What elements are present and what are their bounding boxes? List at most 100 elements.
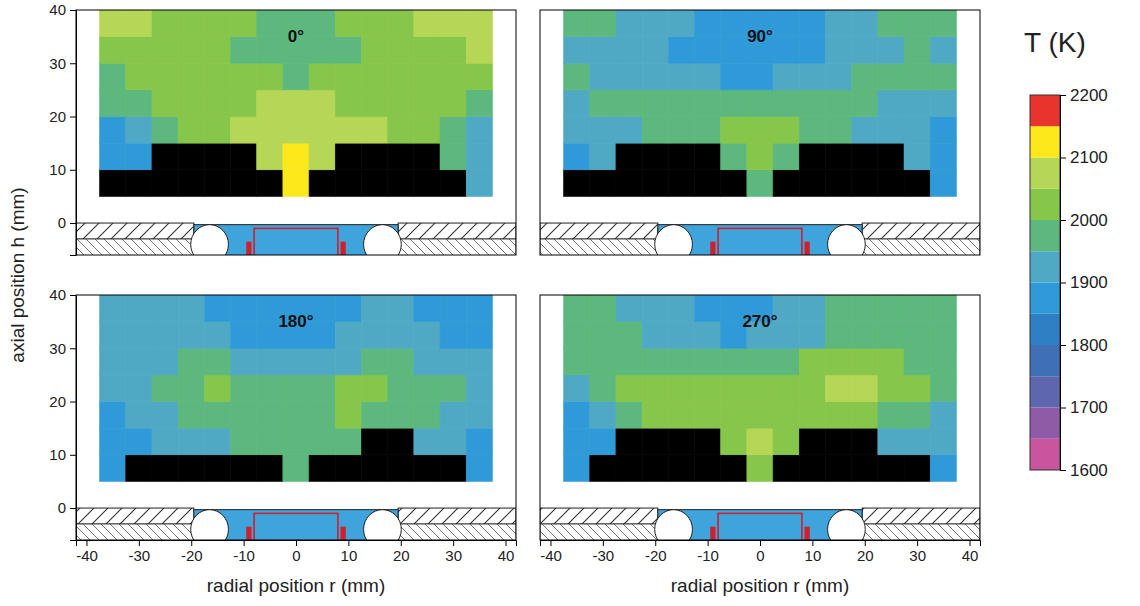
heatmap-cell xyxy=(564,90,590,117)
x-tick-mark xyxy=(865,540,866,546)
no-data-cell xyxy=(126,170,152,197)
no-data-cell xyxy=(799,143,825,170)
heatmap-cell xyxy=(152,90,178,117)
heatmap-cell xyxy=(564,375,590,402)
x-tick: 40 xyxy=(962,540,979,564)
heatmap-cell xyxy=(825,37,851,64)
colorbar-tick-label: 1600 xyxy=(1070,461,1108,480)
heatmap-cell xyxy=(440,37,466,64)
heatmap-cell xyxy=(257,90,283,117)
no-data-cell xyxy=(178,455,204,482)
axis-line xyxy=(1061,96,1067,471)
heatmap-cell xyxy=(616,10,642,37)
heatmap-cell xyxy=(773,63,799,90)
heatmap-cell xyxy=(721,375,747,402)
no-data-cell xyxy=(309,170,335,197)
burner-schematic xyxy=(76,508,516,540)
plot-area xyxy=(540,10,980,255)
x-tick: 20 xyxy=(857,540,874,564)
heatmap-cell xyxy=(904,348,930,375)
no-data-cell xyxy=(642,455,668,482)
heatmap-cell xyxy=(668,117,694,144)
heatmap-cell xyxy=(414,322,440,349)
plot-area xyxy=(76,295,516,540)
y-tick-mark xyxy=(70,455,76,456)
heatmap-cell xyxy=(466,428,492,455)
heatmap-cell xyxy=(361,117,387,144)
heatmap-cell xyxy=(564,428,590,455)
heatmap-cell xyxy=(231,322,257,349)
heatmap-cell xyxy=(100,455,126,482)
x-tick-label: 10 xyxy=(805,547,822,564)
heatmap-cell xyxy=(904,402,930,429)
heatmap-cell xyxy=(904,90,930,117)
heatmap-cell xyxy=(335,295,361,322)
no-data-cell xyxy=(878,143,904,170)
heatmap-cell xyxy=(878,428,904,455)
y-tick: 10 xyxy=(49,161,76,178)
heatmap-cell xyxy=(126,348,152,375)
heatmap-cell xyxy=(878,295,904,322)
no-data-cell xyxy=(152,455,178,482)
heatmap-cell xyxy=(825,63,851,90)
heatmap-cell xyxy=(590,117,616,144)
heatmap-cell xyxy=(642,295,668,322)
no-data-cell xyxy=(904,455,930,482)
heatmap-cell xyxy=(825,348,851,375)
no-data-cell xyxy=(204,143,230,170)
heatmap-cell xyxy=(178,10,204,37)
x-tick-label: -40 xyxy=(76,547,98,564)
colorbar-band xyxy=(1030,314,1060,345)
heatmap-cell xyxy=(152,10,178,37)
heatmap-cell xyxy=(695,90,721,117)
heatmap-cell xyxy=(930,37,956,64)
heatmap-cell xyxy=(466,455,492,482)
heatmap-cell xyxy=(152,402,178,429)
heatmap-cell xyxy=(721,10,747,37)
heatmap-cell xyxy=(361,375,387,402)
burner-plate xyxy=(862,223,980,239)
burner-plate xyxy=(862,508,980,524)
heatmap-cell xyxy=(773,428,799,455)
no-data-cell xyxy=(773,170,799,197)
chart: 0°01020304090°180°010203040-40-30-20-100… xyxy=(0,0,1140,606)
heatmap-cell xyxy=(335,428,361,455)
panel: 270°-40-30-20-10010203040radial position… xyxy=(540,295,981,596)
heatmap-cell xyxy=(440,10,466,37)
heatmap-cell xyxy=(930,117,956,144)
heatmap-cell xyxy=(642,63,668,90)
x-tick-mark xyxy=(244,540,245,546)
colorbar-band xyxy=(1030,283,1060,314)
heatmap-cell xyxy=(231,117,257,144)
heatmap-cell xyxy=(414,37,440,64)
no-data-cell xyxy=(825,143,851,170)
colorbar: 1600170018001900200021002200T (K) xyxy=(1024,27,1108,480)
no-data-cell xyxy=(361,455,387,482)
heatmap-cell xyxy=(466,375,492,402)
heatmap-cell xyxy=(309,37,335,64)
no-data-cell xyxy=(414,455,440,482)
no-data-cell xyxy=(695,170,721,197)
colorbar-tick-label: 1800 xyxy=(1070,336,1108,355)
heatmap-cell xyxy=(852,63,878,90)
heatmap-cell xyxy=(466,143,492,170)
no-data-cell xyxy=(152,143,178,170)
burner-insert-edge xyxy=(805,527,810,540)
heatmap-cell xyxy=(642,322,668,349)
x-tick-label: 30 xyxy=(445,547,462,564)
heatmap-cell xyxy=(642,348,668,375)
heatmap-cell xyxy=(852,10,878,37)
heatmap-cell xyxy=(773,143,799,170)
heatmap-cell xyxy=(257,348,283,375)
heatmap-cell xyxy=(388,375,414,402)
burner-insert-edge xyxy=(710,242,715,255)
burner-channel xyxy=(655,225,693,255)
heatmap-cell xyxy=(204,37,230,64)
heatmap-cell xyxy=(335,375,361,402)
heatmap-cell xyxy=(440,402,466,429)
heatmap-cell xyxy=(930,455,956,482)
heatmap-cell xyxy=(930,375,956,402)
colorbar-tick: 2200 xyxy=(1060,86,1108,105)
y-tick-mark xyxy=(70,10,76,11)
axis-line xyxy=(541,541,981,547)
